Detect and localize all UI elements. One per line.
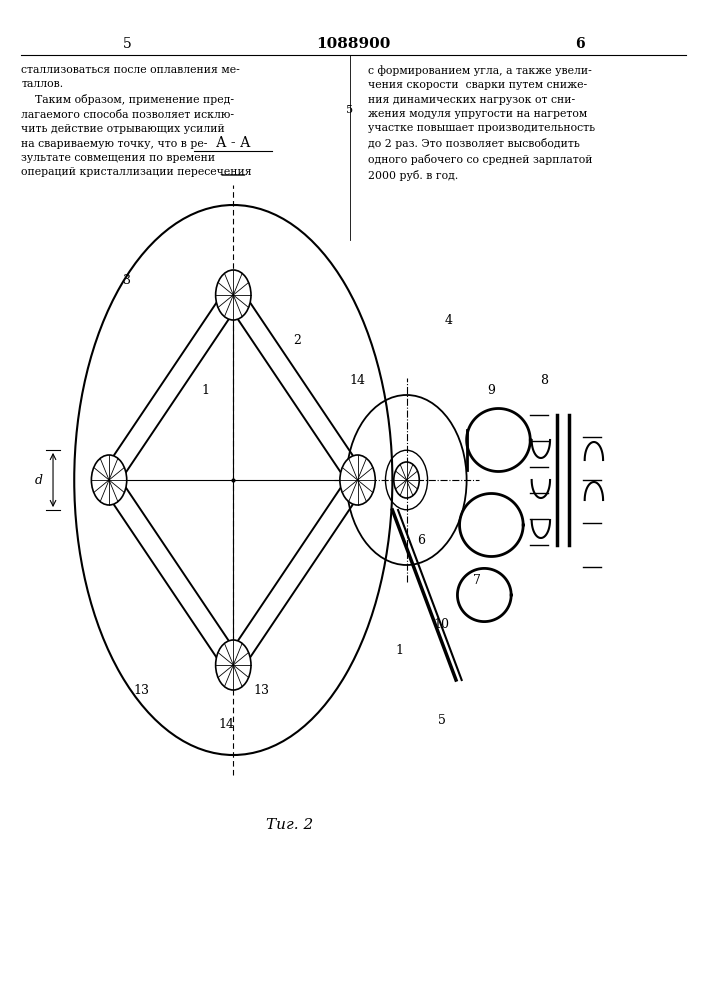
- Text: 5: 5: [438, 714, 446, 726]
- Text: 1: 1: [395, 644, 404, 656]
- Text: 1088900: 1088900: [316, 37, 391, 51]
- Text: А - А: А - А: [216, 136, 250, 150]
- Text: 6: 6: [416, 534, 425, 546]
- Text: сталлизоваться после оплавления ме-
таллов.
    Таким образом, применение пред-
: сталлизоваться после оплавления ме- талл…: [21, 65, 252, 177]
- Text: 9: 9: [487, 383, 496, 396]
- Text: 4: 4: [445, 314, 453, 326]
- Text: d: d: [35, 474, 43, 487]
- Text: 10: 10: [434, 618, 450, 632]
- Text: с формированием угла, а также увели-
чения скорости  сварки путем сниже-
ния дин: с формированием угла, а также увели- чен…: [368, 65, 595, 181]
- Circle shape: [91, 455, 127, 505]
- Text: 13: 13: [254, 684, 269, 696]
- Text: 8: 8: [540, 373, 549, 386]
- Text: Τиг. 2: Τиг. 2: [267, 818, 313, 832]
- Text: 14: 14: [218, 718, 234, 732]
- Circle shape: [394, 462, 419, 498]
- Text: 5: 5: [123, 37, 132, 51]
- Text: 1: 1: [201, 383, 209, 396]
- Text: 14: 14: [349, 373, 365, 386]
- Text: 13: 13: [134, 684, 149, 696]
- Circle shape: [340, 455, 375, 505]
- Text: 5: 5: [346, 105, 354, 115]
- Circle shape: [216, 640, 251, 690]
- Text: 2: 2: [293, 334, 301, 347]
- Circle shape: [216, 270, 251, 320]
- Text: 6: 6: [575, 37, 585, 51]
- Text: 3: 3: [123, 273, 132, 286]
- Text: 7: 7: [473, 573, 481, 586]
